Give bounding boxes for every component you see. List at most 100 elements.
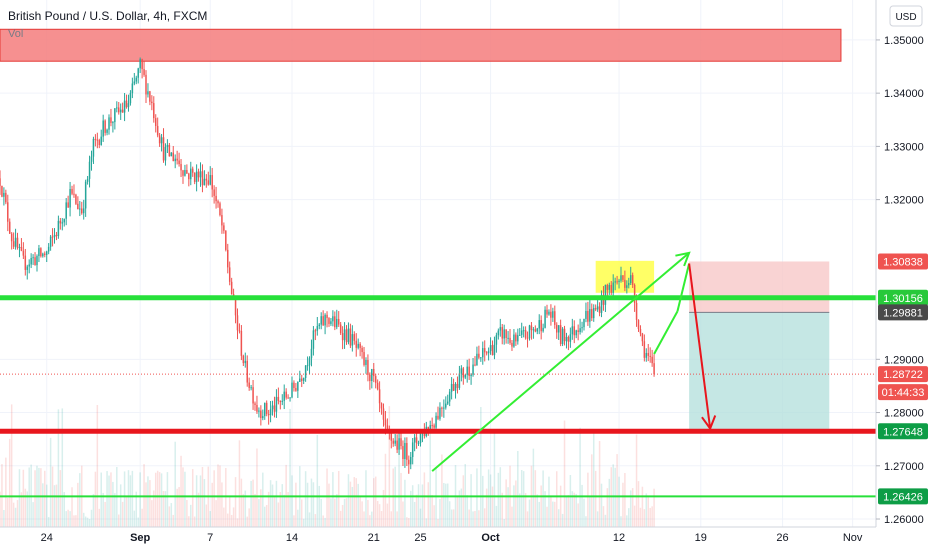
candle-body	[443, 407, 445, 409]
candle-body	[472, 364, 474, 375]
countdown-label: 01:44:33	[882, 387, 925, 399]
volume-bar	[653, 488, 655, 527]
candle-body	[168, 144, 171, 157]
candle-body	[417, 443, 420, 445]
volume-bar	[579, 427, 581, 527]
volume-bar	[127, 470, 130, 527]
currency-button[interactable]: USD	[889, 5, 923, 27]
candle-body	[207, 180, 210, 185]
candle-body	[645, 352, 648, 358]
candle-body	[361, 347, 363, 353]
volume-bar	[382, 489, 385, 527]
candle-body	[373, 369, 375, 377]
volume-bar	[178, 487, 180, 527]
candle-body	[589, 309, 591, 322]
candle-body	[532, 329, 535, 331]
volume-bar	[125, 497, 128, 527]
volume-bar	[349, 481, 352, 527]
candle-body	[172, 152, 175, 162]
candle-body	[225, 230, 227, 250]
candle-body	[176, 158, 178, 161]
candle-body	[82, 208, 85, 214]
candle-body	[182, 170, 184, 176]
volume-bar	[520, 469, 523, 527]
candle-body	[552, 311, 554, 318]
candle-body	[106, 129, 108, 133]
volume-bar	[483, 508, 486, 527]
volume-bar	[386, 503, 389, 527]
candle-body	[390, 433, 393, 441]
volume-bar	[234, 477, 237, 527]
candle-body	[215, 195, 217, 202]
volume-bar	[110, 472, 112, 527]
candle-body	[487, 351, 490, 354]
candle-body	[503, 329, 505, 339]
volume-bar	[415, 494, 418, 527]
volume-bar	[114, 493, 116, 527]
candle-body	[587, 311, 589, 322]
volume-bar	[569, 475, 572, 527]
time-axis-panel[interactable]	[0, 527, 876, 550]
candle-body	[351, 334, 354, 346]
candle-body	[90, 156, 93, 162]
candle-body	[520, 330, 523, 335]
candle-body	[44, 253, 46, 256]
candle-body	[234, 297, 237, 316]
candle-body	[334, 316, 336, 328]
candle-body	[577, 330, 579, 333]
candle-body	[363, 352, 365, 365]
target-down-arrow	[688, 263, 712, 429]
volume-bar	[608, 478, 611, 527]
candle-body	[300, 378, 303, 381]
volume-bar	[501, 492, 503, 527]
volume-bar	[151, 500, 153, 527]
candle-body	[263, 402, 266, 417]
candle-body	[143, 69, 145, 75]
candle-body	[26, 266, 29, 270]
volume-bar	[160, 473, 163, 527]
volume-bar	[258, 499, 260, 527]
candle-body	[164, 147, 167, 161]
volume-bar	[622, 482, 624, 527]
candle-body	[429, 425, 431, 432]
candle-body	[452, 383, 455, 391]
candle-body	[153, 103, 155, 119]
price-axis-panel[interactable]	[876, 0, 932, 550]
candle-body	[445, 403, 447, 408]
volume-bar	[205, 504, 208, 527]
candle-body	[116, 107, 118, 109]
volume-bar	[618, 476, 620, 527]
volume-indicator-label[interactable]: Vol	[8, 28, 23, 40]
candle-body	[244, 360, 247, 364]
candle-body	[464, 374, 467, 378]
volume-bar	[641, 486, 644, 527]
candle-body	[534, 329, 537, 332]
candle-body	[147, 91, 149, 95]
candle-body	[61, 222, 64, 224]
price-tag-label: 1.30838	[883, 256, 923, 268]
volume-bar	[604, 514, 607, 527]
candle-body	[336, 318, 338, 328]
volume-bar	[100, 472, 102, 527]
candle-body	[271, 405, 274, 410]
volume-bar	[304, 471, 307, 527]
candle-body	[258, 410, 260, 412]
candle-body	[476, 353, 478, 366]
candle-body	[437, 415, 439, 419]
volume-bar	[225, 468, 227, 527]
volume-bar	[300, 499, 303, 527]
volume-bar	[310, 478, 313, 527]
volume-bar	[620, 516, 622, 527]
candle-body	[267, 413, 270, 416]
candle-body	[318, 324, 321, 327]
candle-body	[639, 329, 642, 334]
candle-body	[75, 194, 77, 204]
volume-bar	[254, 493, 256, 527]
volume-bars	[0, 404, 655, 527]
candle-body	[102, 120, 104, 137]
volume-bar	[71, 487, 73, 527]
candle-body	[631, 275, 634, 285]
candle-body	[209, 175, 211, 185]
volume-bar	[431, 495, 433, 527]
